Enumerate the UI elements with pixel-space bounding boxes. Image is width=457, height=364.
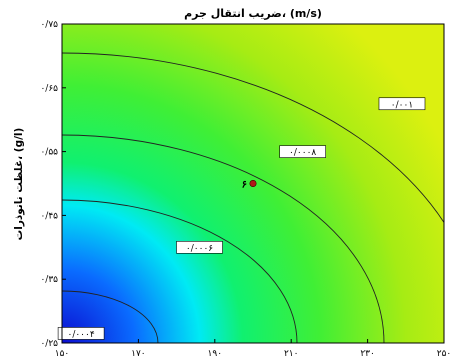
contour-label: ۰/۰۰۰۶ bbox=[186, 244, 213, 254]
y-tick-label: ۰/۳۵ bbox=[40, 275, 58, 285]
y-tick-label: ۰/۷۵ bbox=[40, 20, 58, 30]
y-tick-label: ۰/۲۵ bbox=[40, 339, 58, 349]
design-point-label: ۶ bbox=[242, 180, 247, 191]
plot-frame bbox=[61, 23, 445, 344]
contour-line bbox=[62, 52, 444, 224]
contour-line bbox=[62, 134, 385, 343]
chart-title: ضریب انتقال جرم، (m/s) bbox=[184, 7, 322, 20]
x-tick-label: ۱۹۰ bbox=[208, 349, 223, 359]
contour-label-box bbox=[57, 327, 105, 340]
contour-line bbox=[62, 199, 298, 343]
design-point bbox=[249, 180, 257, 188]
contour-label: ۰/۰۰۰۸ bbox=[289, 148, 316, 158]
y-tick-label: ۰/۶۵ bbox=[40, 84, 58, 94]
contour-label-box bbox=[279, 145, 326, 158]
x-tick-label: ۱۵۰ bbox=[55, 349, 70, 359]
contour-line bbox=[62, 290, 159, 343]
y-axis-label: غلظت نانوذرات، (g/l) bbox=[13, 128, 25, 241]
contour-label-box bbox=[176, 241, 223, 254]
x-tick-label: ۲۱۰ bbox=[284, 349, 299, 359]
contour-label: ۰/۰۰۱ bbox=[391, 100, 413, 110]
y-tick-label: ۰/۴۵ bbox=[40, 211, 58, 221]
x-tick-label: ۲۵۰ bbox=[437, 349, 452, 359]
contour-label-box bbox=[378, 97, 426, 111]
x-tick-label: ۱۷۰ bbox=[131, 349, 146, 359]
contour-label: ۰/۰۰۰۴ bbox=[67, 330, 94, 340]
x-tick-label: ۲۳۰ bbox=[360, 349, 375, 359]
y-tick-label: ۰/۵۵ bbox=[40, 148, 58, 158]
